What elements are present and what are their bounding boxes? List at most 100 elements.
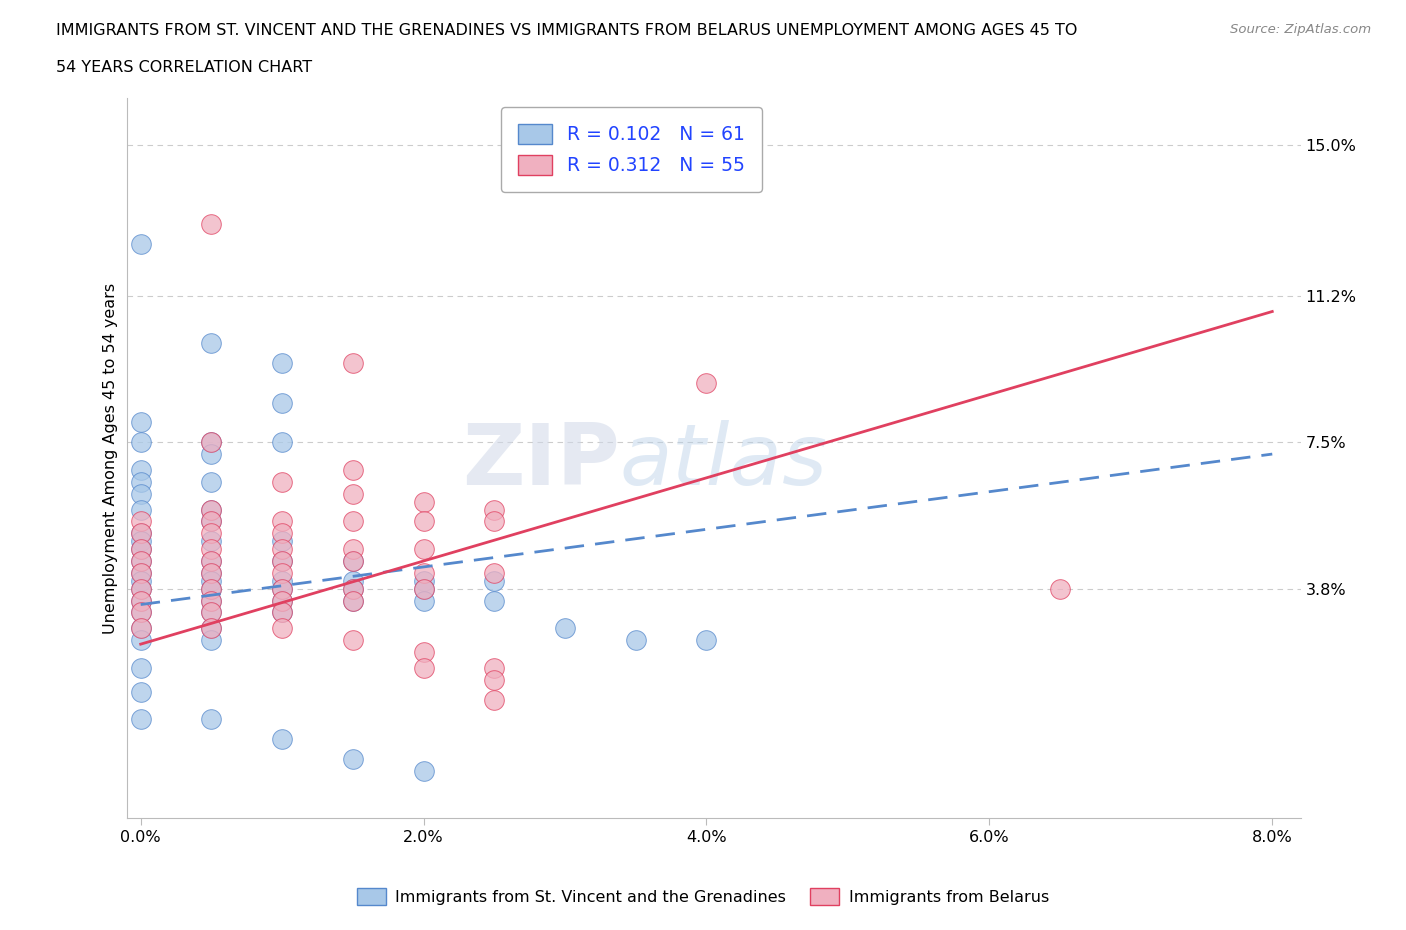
Point bbox=[200, 581, 222, 596]
Point bbox=[129, 486, 152, 501]
Point bbox=[129, 534, 152, 549]
Text: ZIP: ZIP bbox=[463, 420, 620, 503]
Point bbox=[342, 541, 364, 556]
Point bbox=[200, 474, 222, 489]
Point bbox=[129, 581, 152, 596]
Point bbox=[271, 355, 294, 370]
Point bbox=[129, 684, 152, 699]
Point bbox=[412, 764, 434, 778]
Point bbox=[129, 525, 152, 540]
Point bbox=[271, 593, 294, 608]
Point bbox=[412, 660, 434, 675]
Text: Source: ZipAtlas.com: Source: ZipAtlas.com bbox=[1230, 23, 1371, 36]
Point bbox=[129, 541, 152, 556]
Point bbox=[342, 514, 364, 529]
Point bbox=[200, 553, 222, 568]
Point bbox=[271, 593, 294, 608]
Point bbox=[200, 534, 222, 549]
Point bbox=[200, 514, 222, 529]
Point bbox=[342, 632, 364, 647]
Point bbox=[271, 732, 294, 747]
Point bbox=[342, 553, 364, 568]
Point bbox=[200, 502, 222, 517]
Point bbox=[484, 574, 506, 589]
Point bbox=[200, 565, 222, 580]
Point bbox=[412, 541, 434, 556]
Point bbox=[200, 525, 222, 540]
Point bbox=[129, 565, 152, 580]
Point bbox=[484, 514, 506, 529]
Point bbox=[695, 376, 717, 391]
Point bbox=[271, 605, 294, 620]
Point bbox=[271, 534, 294, 549]
Point bbox=[412, 593, 434, 608]
Legend: R = 0.102   N = 61, R = 0.312   N = 55: R = 0.102 N = 61, R = 0.312 N = 55 bbox=[501, 107, 762, 193]
Point bbox=[271, 565, 294, 580]
Point bbox=[271, 434, 294, 449]
Point bbox=[342, 751, 364, 766]
Point bbox=[342, 581, 364, 596]
Point bbox=[200, 541, 222, 556]
Point bbox=[200, 621, 222, 636]
Point bbox=[200, 434, 222, 449]
Point bbox=[200, 217, 222, 232]
Point bbox=[271, 395, 294, 410]
Point bbox=[412, 514, 434, 529]
Point bbox=[412, 581, 434, 596]
Point bbox=[200, 593, 222, 608]
Point bbox=[1049, 581, 1071, 596]
Point bbox=[342, 486, 364, 501]
Point bbox=[200, 605, 222, 620]
Y-axis label: Unemployment Among Ages 45 to 54 years: Unemployment Among Ages 45 to 54 years bbox=[103, 283, 118, 633]
Point bbox=[129, 593, 152, 608]
Legend: Immigrants from St. Vincent and the Grenadines, Immigrants from Belarus: Immigrants from St. Vincent and the Gren… bbox=[349, 880, 1057, 912]
Point bbox=[129, 462, 152, 477]
Point bbox=[129, 712, 152, 727]
Point bbox=[129, 514, 152, 529]
Point bbox=[129, 525, 152, 540]
Point bbox=[129, 574, 152, 589]
Point bbox=[129, 621, 152, 636]
Point bbox=[271, 553, 294, 568]
Point bbox=[342, 574, 364, 589]
Point bbox=[412, 574, 434, 589]
Point bbox=[129, 434, 152, 449]
Point bbox=[200, 514, 222, 529]
Point bbox=[412, 565, 434, 580]
Point bbox=[129, 632, 152, 647]
Point bbox=[271, 605, 294, 620]
Point bbox=[271, 621, 294, 636]
Text: IMMIGRANTS FROM ST. VINCENT AND THE GRENADINES VS IMMIGRANTS FROM BELARUS UNEMPL: IMMIGRANTS FROM ST. VINCENT AND THE GREN… bbox=[56, 23, 1077, 38]
Point bbox=[200, 621, 222, 636]
Point bbox=[129, 605, 152, 620]
Point bbox=[200, 581, 222, 596]
Text: 54 YEARS CORRELATION CHART: 54 YEARS CORRELATION CHART bbox=[56, 60, 312, 75]
Point bbox=[200, 553, 222, 568]
Point bbox=[129, 415, 152, 430]
Point bbox=[200, 336, 222, 351]
Point bbox=[200, 605, 222, 620]
Point bbox=[129, 593, 152, 608]
Point bbox=[271, 574, 294, 589]
Point bbox=[484, 660, 506, 675]
Point bbox=[200, 632, 222, 647]
Point bbox=[129, 621, 152, 636]
Point bbox=[200, 565, 222, 580]
Point bbox=[129, 502, 152, 517]
Point bbox=[200, 574, 222, 589]
Point bbox=[484, 593, 506, 608]
Point bbox=[484, 502, 506, 517]
Point bbox=[271, 541, 294, 556]
Point bbox=[412, 494, 434, 509]
Point bbox=[200, 434, 222, 449]
Point bbox=[412, 644, 434, 659]
Point bbox=[271, 581, 294, 596]
Point bbox=[129, 474, 152, 489]
Point bbox=[342, 355, 364, 370]
Point bbox=[412, 581, 434, 596]
Point bbox=[129, 553, 152, 568]
Point bbox=[624, 632, 647, 647]
Point bbox=[554, 621, 576, 636]
Point bbox=[342, 581, 364, 596]
Point bbox=[129, 660, 152, 675]
